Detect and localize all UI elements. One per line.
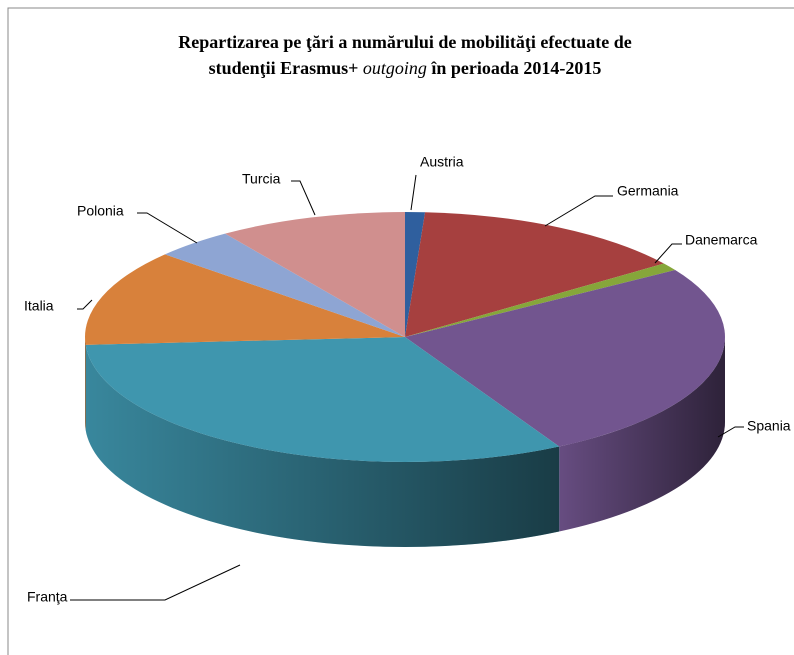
slice <box>164 233 405 337</box>
leader-line <box>544 195 613 227</box>
slice <box>225 212 405 337</box>
side-shade <box>559 337 725 532</box>
chart-title: Repartizarea pe ţări a numărului de mobi… <box>178 32 632 52</box>
slice <box>405 270 726 447</box>
leader-line <box>291 180 316 216</box>
slice-label: Germania <box>617 183 679 199</box>
title-part: studenţii Erasmus+ <box>209 58 363 78</box>
title-part: outgoing <box>363 58 427 78</box>
leader-line <box>70 564 241 601</box>
leader-line <box>137 212 198 244</box>
slice-label: Polonia <box>77 203 124 219</box>
title-part: în perioada 2014-2015 <box>427 58 602 78</box>
slice-label: Spania <box>747 418 791 434</box>
slice <box>84 254 405 345</box>
slice <box>405 263 676 337</box>
leader-line <box>717 426 744 438</box>
slice-label: Danemarca <box>685 232 758 248</box>
side-shade <box>85 344 560 547</box>
slice <box>405 212 426 337</box>
side-shade <box>85 337 86 430</box>
leader-line <box>77 299 93 310</box>
slice-label: Franţa <box>27 589 68 605</box>
slice-label: Italia <box>24 298 54 314</box>
slice-label: Turcia <box>242 171 281 187</box>
chart-title: studenţii Erasmus+ outgoing în perioada … <box>209 58 602 78</box>
slice <box>85 337 560 462</box>
slice-label: Austria <box>420 154 464 170</box>
leader-line <box>654 243 682 264</box>
leader-line <box>410 174 417 211</box>
slice <box>405 212 664 337</box>
